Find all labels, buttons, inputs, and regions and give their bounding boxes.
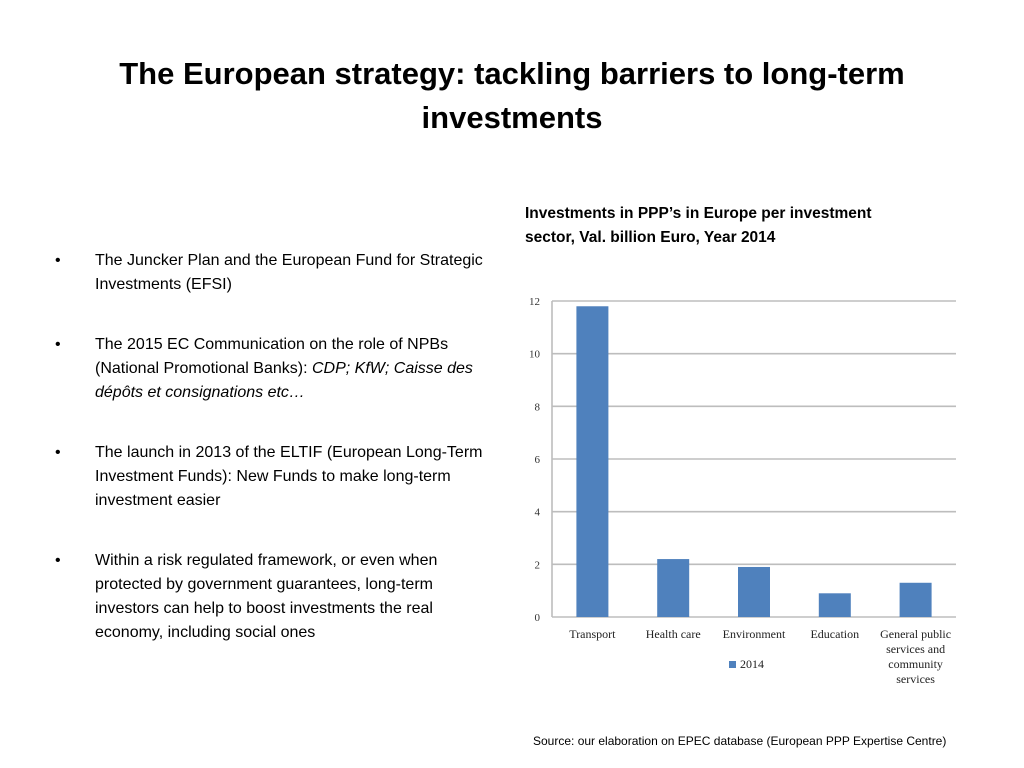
x-tick-label: services xyxy=(896,672,935,686)
bar xyxy=(899,582,932,617)
bullet-text: The launch in 2013 of the ELTIF (Europea… xyxy=(95,444,483,509)
x-tick-label: General public xyxy=(880,627,951,641)
x-tick-label: Health care xyxy=(646,627,701,641)
legend-swatch xyxy=(729,661,736,668)
y-tick-label: 0 xyxy=(535,612,541,624)
bullet-text: Within a risk regulated framework, or ev… xyxy=(95,552,438,641)
x-tick-label: Transport xyxy=(569,627,616,641)
bar xyxy=(657,559,690,617)
bullet-dot: • xyxy=(55,252,61,269)
bullet-item: • The 2015 EC Communication on the role … xyxy=(55,333,500,405)
y-tick-label: 4 xyxy=(535,507,541,519)
bar-chart-svg: 0 2 4 6 8 10 12 Transport Health care Environment… xyxy=(529,296,956,686)
bullet-text: The 2015 EC Communication on the role of… xyxy=(95,336,449,377)
x-tick-label: community xyxy=(888,657,943,671)
y-tick-label: 12 xyxy=(529,296,540,308)
bullet-item: • Within a risk regulated framework, or … xyxy=(55,549,500,645)
bar-chart: 0 2 4 6 8 10 12 Transport Health care Environment… xyxy=(515,285,965,700)
bullet-dot: • xyxy=(55,552,61,569)
y-tick-label: 2 xyxy=(535,559,541,571)
bullet-item: • The launch in 2013 of the ELTIF (Europ… xyxy=(55,441,500,513)
bar xyxy=(576,306,609,617)
slide-title: The European strategy: tackling barriers… xyxy=(119,56,905,135)
bullet-dot: • xyxy=(55,444,61,461)
y-tick-label: 6 xyxy=(535,454,541,466)
y-tick-label: 10 xyxy=(529,349,541,361)
y-tick-label: 8 xyxy=(535,401,541,413)
x-tick-label: Education xyxy=(810,627,859,641)
bar xyxy=(738,566,770,617)
legend-label: 2014 xyxy=(740,657,764,671)
bullet-dot: • xyxy=(55,336,61,353)
bar xyxy=(818,593,851,617)
bullet-item: • The Juncker Plan and the European Fund… xyxy=(55,249,500,297)
source-note: Source: our elaboration on EPEC database… xyxy=(533,734,947,748)
bullet-list: • The Juncker Plan and the European Fund… xyxy=(55,249,500,681)
chart-title: Investments in PPP’s in Europe per inves… xyxy=(525,205,872,246)
x-tick-label: services and xyxy=(886,642,945,656)
x-tick-label: Environment xyxy=(723,627,786,641)
bullet-text: The Juncker Plan and the European Fund f… xyxy=(95,252,483,293)
bullet-italic-text: CDP; KfW; Caisse des dépôts et consignat… xyxy=(95,360,473,401)
